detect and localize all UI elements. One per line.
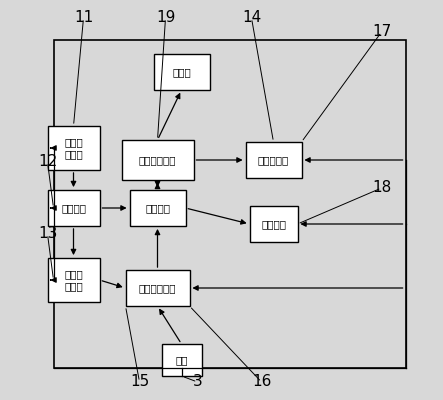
FancyBboxPatch shape [121, 140, 194, 180]
FancyBboxPatch shape [129, 190, 186, 226]
Text: 15: 15 [130, 374, 149, 390]
Text: 18: 18 [372, 180, 391, 196]
Text: 16: 16 [252, 374, 271, 390]
FancyBboxPatch shape [47, 126, 100, 170]
FancyBboxPatch shape [249, 206, 298, 242]
FancyBboxPatch shape [47, 190, 100, 226]
FancyBboxPatch shape [245, 142, 302, 178]
FancyBboxPatch shape [54, 40, 405, 368]
FancyBboxPatch shape [47, 258, 100, 302]
Text: 无线通信模块: 无线通信模块 [139, 155, 176, 165]
FancyBboxPatch shape [154, 54, 210, 90]
FancyBboxPatch shape [125, 270, 190, 306]
FancyBboxPatch shape [162, 344, 202, 376]
Text: 3: 3 [193, 374, 202, 390]
Text: 服务器: 服务器 [172, 67, 191, 77]
Text: 电子显示屏: 电子显示屏 [258, 155, 289, 165]
Text: 接收装置: 接收装置 [61, 203, 86, 213]
Text: 电流转
换部件: 电流转 换部件 [64, 269, 83, 291]
Text: 13: 13 [38, 226, 57, 242]
Text: 报警单元: 报警单元 [261, 219, 286, 229]
Text: 17: 17 [372, 24, 391, 40]
Text: 11: 11 [74, 10, 93, 26]
Text: 14: 14 [242, 10, 261, 26]
Text: 12: 12 [38, 154, 57, 170]
Text: 电源发
生装置: 电源发 生装置 [64, 137, 83, 159]
Text: 电源: 电源 [175, 355, 188, 365]
Text: 处理单元: 处理单元 [145, 203, 170, 213]
Text: 19: 19 [156, 10, 175, 26]
Text: 电压监测模块: 电压监测模块 [139, 283, 176, 293]
